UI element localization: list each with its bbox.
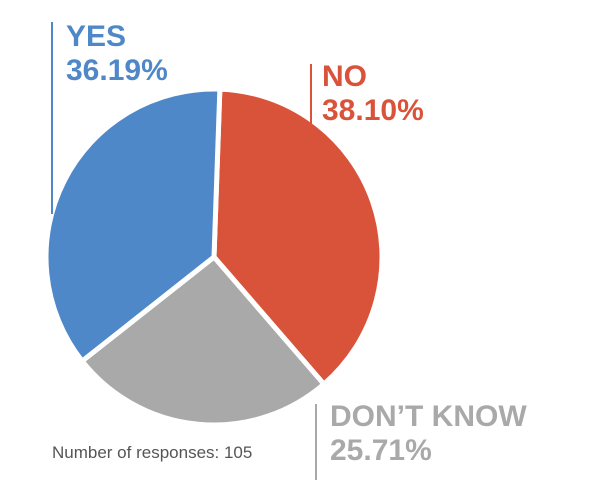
- label-dont-know-name: DON’T KNOW: [330, 400, 527, 433]
- label-no-name: NO: [322, 60, 367, 93]
- label-yes-name: YES: [66, 20, 126, 53]
- label-dont-know-percent: 25.71%: [330, 434, 432, 467]
- slice-dont-know: [79, 254, 327, 428]
- label-yes-percent: 36.19%: [66, 54, 168, 87]
- pie-slices: [43, 86, 385, 428]
- responses-note: Number of responses: 105: [52, 443, 252, 462]
- label-no-percent: 38.10%: [322, 94, 424, 127]
- slice-yes: [43, 86, 223, 364]
- slice-no: [211, 86, 385, 387]
